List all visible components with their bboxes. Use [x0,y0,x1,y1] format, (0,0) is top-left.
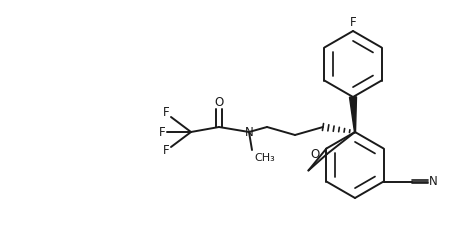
Text: F: F [163,106,169,119]
Text: O: O [311,148,320,160]
Text: N: N [245,126,253,139]
Text: N: N [429,175,438,188]
Text: CH₃: CH₃ [254,153,275,163]
Text: F: F [163,144,169,157]
Text: O: O [214,96,224,109]
Text: F: F [159,126,165,139]
Polygon shape [350,97,356,132]
Text: F: F [350,16,356,29]
